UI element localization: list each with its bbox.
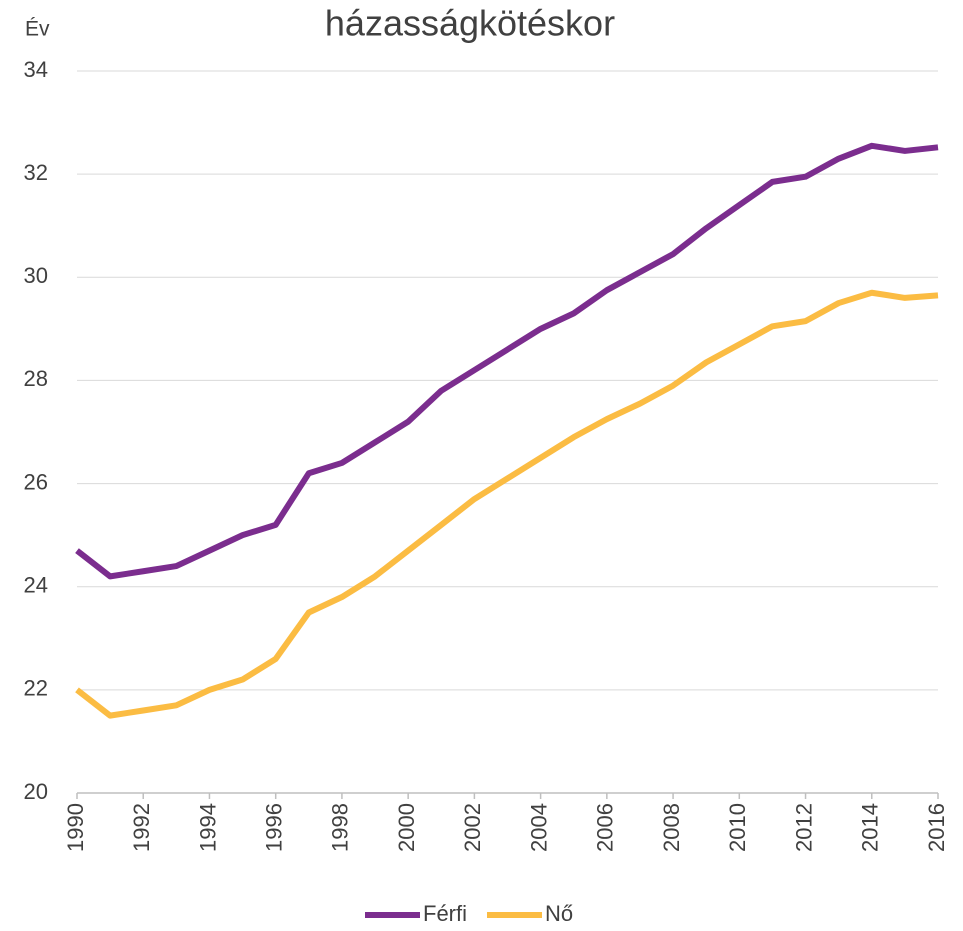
x-tick-label: 1996 (262, 803, 287, 852)
x-tick-label: 2002 (460, 803, 485, 852)
y-tick-label: 34 (24, 57, 48, 82)
x-tick-label: 2014 (858, 803, 883, 852)
x-tick-label: 1992 (129, 803, 154, 852)
chart-title: házasságkötéskor (325, 3, 615, 44)
x-tick-label: 2008 (659, 803, 684, 852)
y-tick-label: 20 (24, 779, 48, 804)
x-tick-label: 2016 (924, 803, 949, 852)
legend-label: Férfi (423, 901, 467, 926)
y-tick-label: 28 (24, 366, 48, 391)
legend-label: Nő (545, 901, 573, 926)
x-tick-label: 2004 (526, 803, 551, 852)
series-line (75, 142, 939, 580)
y-tick-label: 26 (24, 469, 48, 494)
x-tick-label: 1998 (328, 803, 353, 852)
x-tick-label: 2006 (593, 803, 618, 852)
x-tick-label: 2010 (725, 803, 750, 852)
y-tick-label: 22 (24, 676, 48, 701)
y-axis-label: Év (25, 18, 50, 41)
y-tick-label: 30 (24, 263, 48, 288)
x-tick-label: 2012 (791, 803, 816, 852)
y-tick-label: 24 (24, 573, 48, 598)
x-tick-label: 2000 (394, 803, 419, 852)
x-tick-label: 1994 (195, 803, 220, 852)
y-tick-label: 32 (24, 160, 48, 185)
x-tick-label: 1990 (63, 803, 88, 852)
series-line (75, 289, 939, 719)
